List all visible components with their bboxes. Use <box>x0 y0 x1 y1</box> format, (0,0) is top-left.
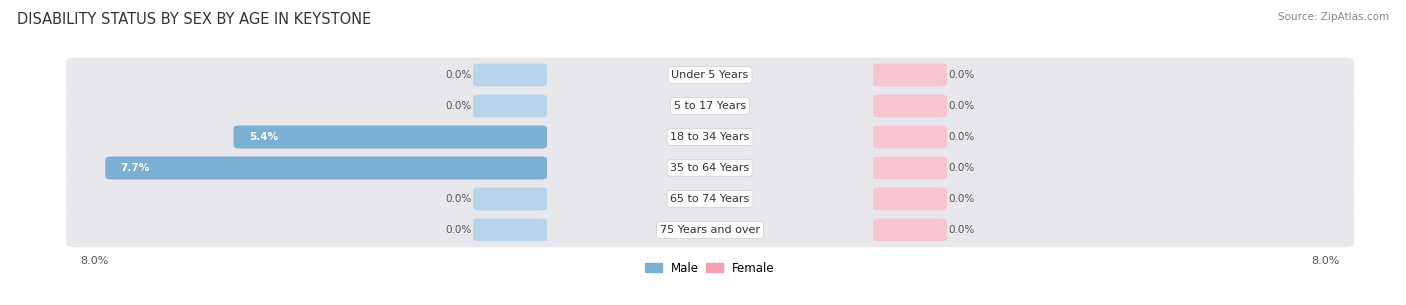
FancyBboxPatch shape <box>474 188 547 210</box>
Text: 0.0%: 0.0% <box>949 194 974 204</box>
FancyBboxPatch shape <box>66 181 1354 216</box>
FancyBboxPatch shape <box>873 126 946 149</box>
FancyBboxPatch shape <box>873 218 946 242</box>
FancyBboxPatch shape <box>66 120 1354 154</box>
FancyBboxPatch shape <box>474 95 547 117</box>
Text: 35 to 64 Years: 35 to 64 Years <box>671 163 749 173</box>
Text: DISABILITY STATUS BY SEX BY AGE IN KEYSTONE: DISABILITY STATUS BY SEX BY AGE IN KEYST… <box>17 12 371 27</box>
Text: 0.0%: 0.0% <box>949 70 974 80</box>
Text: Under 5 Years: Under 5 Years <box>672 70 748 80</box>
Text: 0.0%: 0.0% <box>949 101 974 111</box>
Text: 0.0%: 0.0% <box>949 225 974 235</box>
FancyBboxPatch shape <box>233 126 547 149</box>
FancyBboxPatch shape <box>873 156 946 179</box>
Text: 5.4%: 5.4% <box>249 132 278 142</box>
Text: 75 Years and over: 75 Years and over <box>659 225 761 235</box>
Text: 0.0%: 0.0% <box>446 70 471 80</box>
Text: 5 to 17 Years: 5 to 17 Years <box>673 101 747 111</box>
FancyBboxPatch shape <box>66 151 1354 185</box>
Text: 0.0%: 0.0% <box>446 101 471 111</box>
FancyBboxPatch shape <box>873 63 946 87</box>
FancyBboxPatch shape <box>873 95 946 117</box>
FancyBboxPatch shape <box>105 156 547 179</box>
Legend: Male, Female: Male, Female <box>641 257 779 279</box>
Text: 0.0%: 0.0% <box>949 163 974 173</box>
Text: 65 to 74 Years: 65 to 74 Years <box>671 194 749 204</box>
Text: 0.0%: 0.0% <box>446 194 471 204</box>
FancyBboxPatch shape <box>66 58 1354 92</box>
FancyBboxPatch shape <box>474 218 547 242</box>
FancyBboxPatch shape <box>873 188 946 210</box>
Text: 7.7%: 7.7% <box>121 163 150 173</box>
Text: 0.0%: 0.0% <box>446 225 471 235</box>
Text: 0.0%: 0.0% <box>949 132 974 142</box>
Text: Source: ZipAtlas.com: Source: ZipAtlas.com <box>1278 12 1389 22</box>
FancyBboxPatch shape <box>66 89 1354 124</box>
Text: 18 to 34 Years: 18 to 34 Years <box>671 132 749 142</box>
FancyBboxPatch shape <box>66 213 1354 247</box>
FancyBboxPatch shape <box>474 63 547 87</box>
